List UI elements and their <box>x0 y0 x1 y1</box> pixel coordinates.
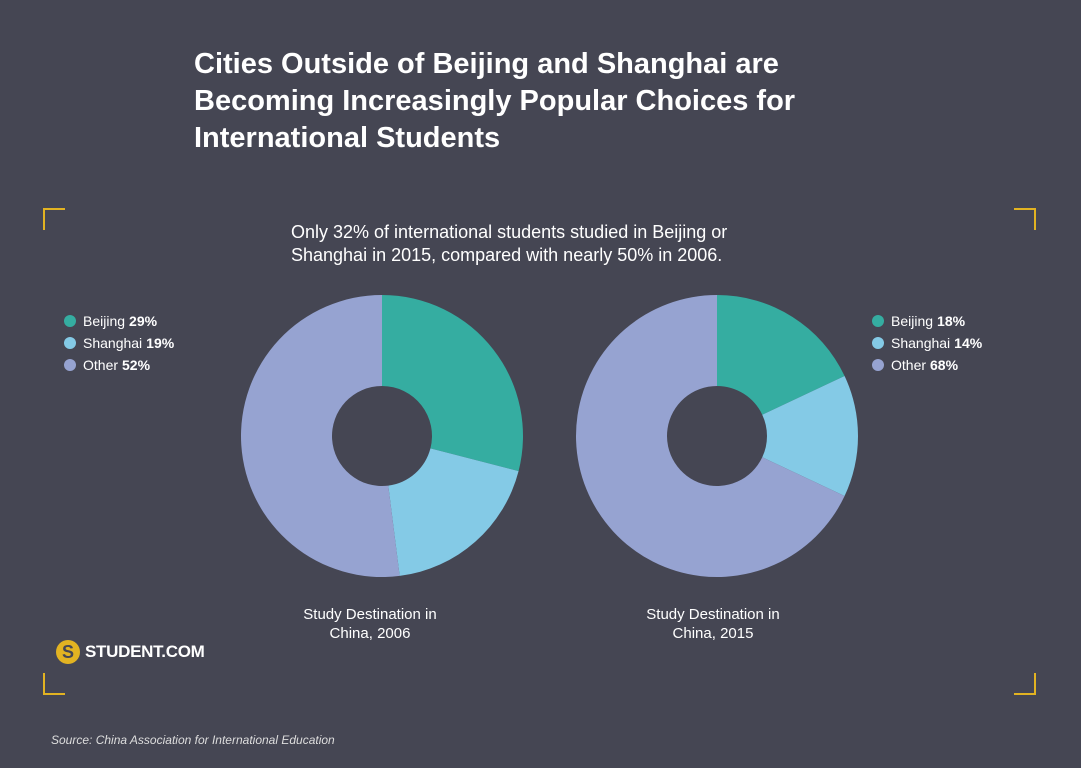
legend-item-shanghai: Shanghai 14% <box>872 332 982 354</box>
caption-line: Study Destination in <box>303 606 437 623</box>
title-line: Cities Outside of Beijing and Shanghai a… <box>194 48 779 80</box>
legend-2015: Beijing 18% Shanghai 14% Other 68% <box>872 310 982 376</box>
corner-bracket-bottom-right <box>1014 673 1036 695</box>
donut-chart-2015 <box>576 295 858 577</box>
logo-text: STUDENT.COM <box>85 642 205 661</box>
legend-value: 14% <box>954 335 983 351</box>
caption-line: China, 2006 <box>329 625 411 642</box>
legend-label: Other <box>83 357 119 373</box>
legend-value: 68% <box>930 357 959 373</box>
slice-beijing <box>717 295 845 415</box>
title-line: Becoming Increasingly Popular Choices fo… <box>194 85 796 117</box>
legend-swatch-beijing <box>872 315 884 327</box>
legend-swatch-shanghai <box>64 337 76 349</box>
legend-value: 18% <box>937 313 966 329</box>
subtitle-line: Shanghai in 2015, compared with nearly 5… <box>291 245 723 265</box>
legend-item-other: Other 52% <box>64 354 174 376</box>
chart-subtitle: Only 32% of international students studi… <box>291 221 851 267</box>
legend-swatch-beijing <box>64 315 76 327</box>
subtitle-line: Only 32% of international students studi… <box>291 222 728 242</box>
legend-label: Beijing <box>891 313 934 329</box>
slice-shanghai <box>762 375 858 497</box>
donut-chart-2006 <box>241 295 523 577</box>
corner-bracket-bottom-left <box>43 673 65 695</box>
legend-label: Other <box>891 357 927 373</box>
legend-label: Beijing <box>83 313 126 329</box>
corner-bracket-top-left <box>43 208 65 230</box>
legend-item-beijing: Beijing 18% <box>872 310 982 332</box>
chart-title: Cities Outside of Beijing and Shanghai a… <box>194 46 894 157</box>
legend-swatch-shanghai <box>872 337 884 349</box>
student-com-logo: S STUDENT.COM <box>56 640 205 664</box>
slice-other <box>576 295 845 577</box>
legend-item-other: Other 68% <box>872 354 982 376</box>
caption-line: Study Destination in <box>646 606 780 623</box>
legend-value: 52% <box>122 357 151 373</box>
legend-swatch-other <box>872 359 884 371</box>
legend-label: Shanghai <box>891 335 951 351</box>
chart-caption-2006: Study Destination in China, 2006 <box>250 605 490 643</box>
legend-value: 19% <box>146 335 175 351</box>
legend-item-shanghai: Shanghai 19% <box>64 332 174 354</box>
corner-bracket-top-right <box>1014 208 1036 230</box>
slice-beijing <box>382 295 523 472</box>
logo-mark: S <box>56 640 80 664</box>
legend-swatch-other <box>64 359 76 371</box>
caption-line: China, 2015 <box>672 625 754 642</box>
legend-2006: Beijing 29% Shanghai 19% Other 52% <box>64 310 174 376</box>
legend-item-beijing: Beijing 29% <box>64 310 174 332</box>
source-note: Source: China Association for Internatio… <box>51 733 335 747</box>
slice-other <box>241 295 400 577</box>
slice-shanghai <box>388 448 519 576</box>
legend-label: Shanghai <box>83 335 143 351</box>
title-line: International Students <box>194 122 501 154</box>
legend-value: 29% <box>129 313 158 329</box>
chart-caption-2015: Study Destination in China, 2015 <box>593 605 833 643</box>
